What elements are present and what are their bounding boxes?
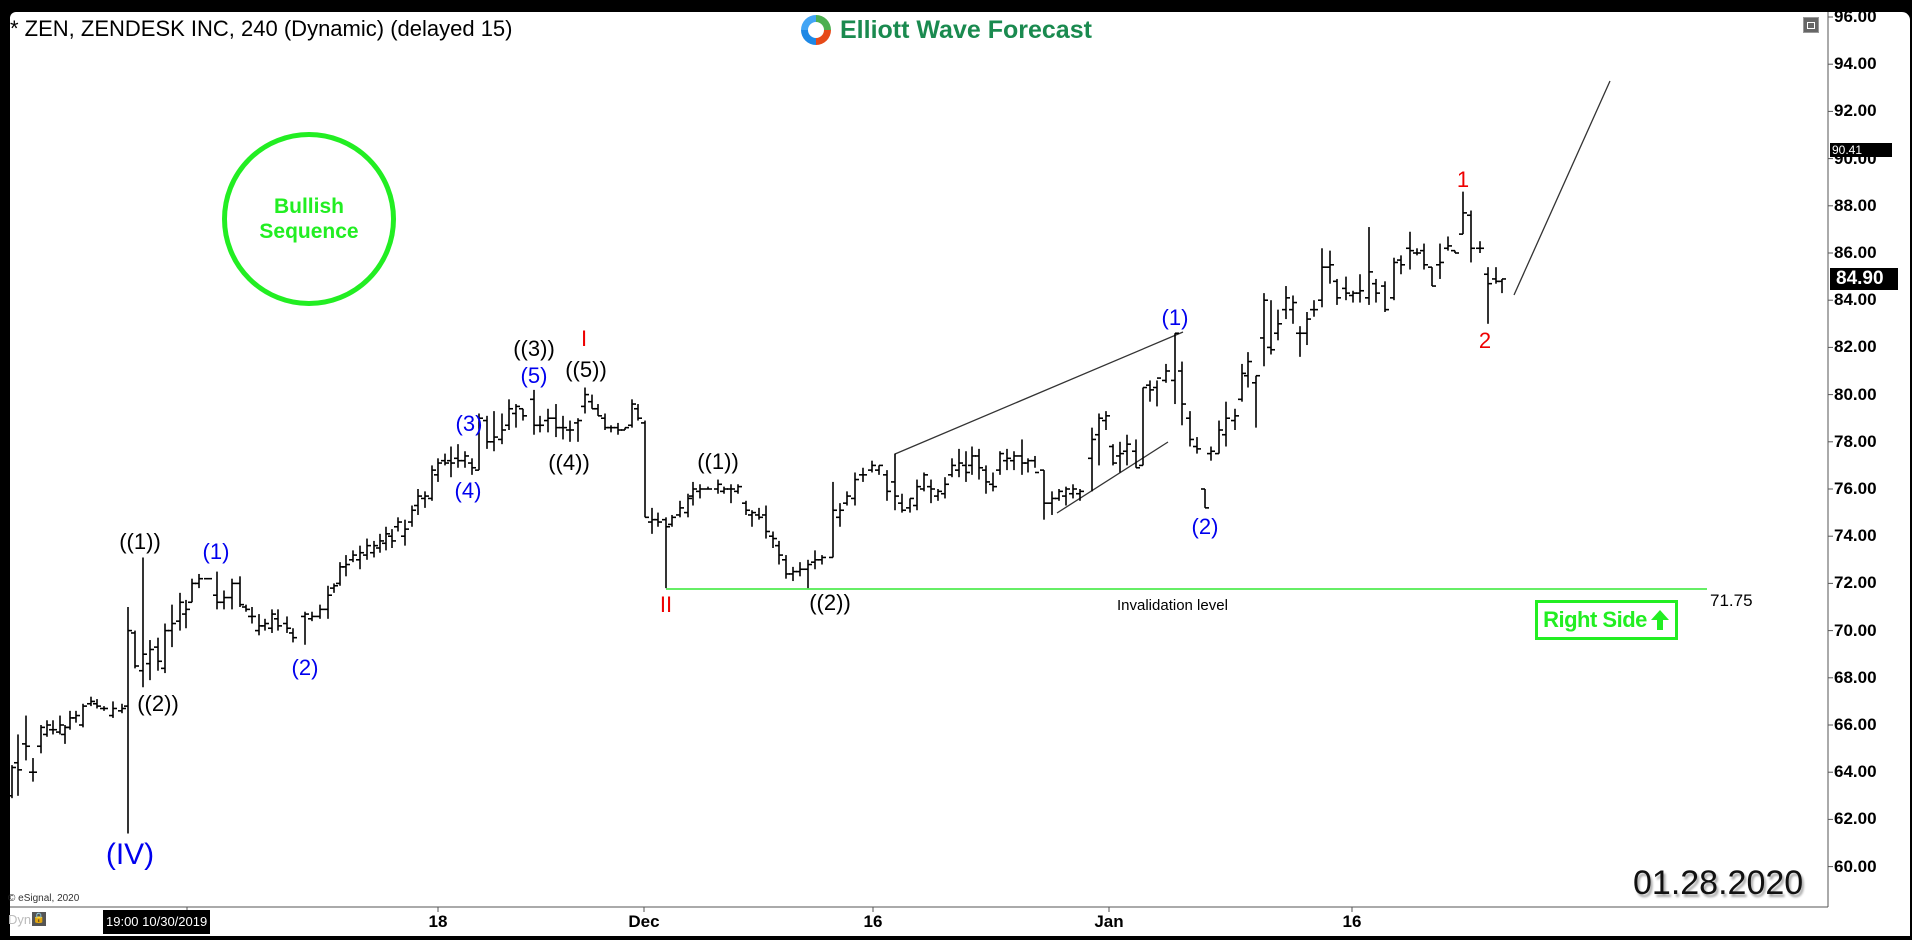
- wave-label: (2): [1191, 514, 1219, 539]
- wave-label: ((4)): [548, 450, 590, 475]
- x-tick-label: 16: [1342, 912, 1362, 931]
- wave-label: (1): [202, 539, 230, 564]
- y-tick-label: 78.00: [1834, 431, 1877, 451]
- wave-label: ((1)): [119, 529, 161, 554]
- y-tick-label: 66.00: [1834, 715, 1877, 734]
- bullish-line1: Bullish: [273, 194, 344, 218]
- x-tick-label: 18: [428, 912, 448, 931]
- wave-label: (IV): [105, 838, 155, 871]
- y-tick-label: 84.00: [1834, 290, 1877, 310]
- wave-label: 2: [1478, 328, 1492, 353]
- arrow-up-icon: [1650, 610, 1669, 630]
- trend-lines: [894, 80, 1611, 514]
- wave-label: (4): [454, 478, 482, 503]
- x-tick-label: Jan: [1094, 912, 1124, 931]
- wave-label: II: [659, 592, 673, 617]
- date-stamp: 01.28.2020: [1633, 864, 1804, 902]
- y-tick-label: 76.00: [1834, 479, 1877, 498]
- bullish-line2: Sequence: [259, 220, 359, 243]
- y-tick-label: 70.00: [1834, 620, 1877, 640]
- y-tick-label: 64.00: [1834, 762, 1877, 782]
- restore-window-icon[interactable]: [1803, 17, 1819, 33]
- wave-label: ((2)): [809, 590, 851, 615]
- logo-swirl-icon: [801, 15, 831, 45]
- y-tick-label: 94.00: [1834, 54, 1877, 74]
- wave-label: 1: [1456, 167, 1470, 192]
- y-tick-label: 96.00: [1834, 7, 1877, 26]
- invalidation-label: Invalidation level: [1117, 597, 1228, 614]
- y-tick-label: 86.00: [1834, 243, 1877, 262]
- wave-label: (5): [520, 363, 548, 388]
- y-tick-label: 68.00: [1834, 667, 1877, 687]
- y-tick-label: 62.00: [1834, 809, 1877, 829]
- wave-label: ((1)): [697, 449, 739, 474]
- invalidation-value: 71.75: [1710, 591, 1753, 610]
- last-price-tag: 84.90: [1830, 268, 1898, 290]
- x-tick-label: 16: [863, 912, 883, 931]
- wave-label: ((5)): [565, 357, 607, 382]
- y-tick-label: 74.00: [1834, 526, 1877, 546]
- x-axis-ticks: [186, 907, 1353, 912]
- ohlc-bars: [8, 191, 1506, 834]
- copyright: © eSignal, 2020: [8, 893, 80, 904]
- y-tick-label: 72.00: [1834, 573, 1877, 593]
- y-tick-label: 82.00: [1834, 337, 1877, 357]
- bullish-sequence-badge: Bullish Sequence: [222, 132, 396, 306]
- right-side-badge: Right Side: [1535, 600, 1678, 640]
- elliott-wave-logo: Elliott Wave Forecast: [798, 12, 1092, 48]
- wave-label: (1): [1161, 305, 1189, 330]
- y-axis-ticks: [1828, 16, 1833, 868]
- dynamic-scale-toggle[interactable]: Dyn: [8, 912, 32, 927]
- wave-label: ((3)): [513, 336, 555, 361]
- cursor-date-label: 19:00 10/30/2019: [103, 910, 211, 934]
- wave-label: I: [580, 326, 588, 351]
- chart-title: * ZEN, ZENDESK INC, 240 (Dynamic) (delay…: [10, 16, 513, 41]
- y-tick-label: 88.00: [1834, 195, 1877, 215]
- wave-label: ((2)): [137, 691, 179, 716]
- y-tick-label: 92.00: [1834, 101, 1877, 121]
- logo-text: Elliott Wave Forecast: [840, 15, 1092, 44]
- y-tick-label: 80.00: [1834, 384, 1877, 404]
- y-tick-label: 60.00: [1834, 856, 1877, 876]
- wave-label: (2): [291, 655, 319, 680]
- wave-label: (3): [455, 411, 483, 436]
- x-tick-label: Dec: [628, 912, 660, 931]
- right-side-label: Right Side: [1543, 607, 1647, 632]
- lock-icon[interactable]: 🔒: [32, 912, 46, 926]
- marker-price-tag: 90.41: [1830, 143, 1893, 157]
